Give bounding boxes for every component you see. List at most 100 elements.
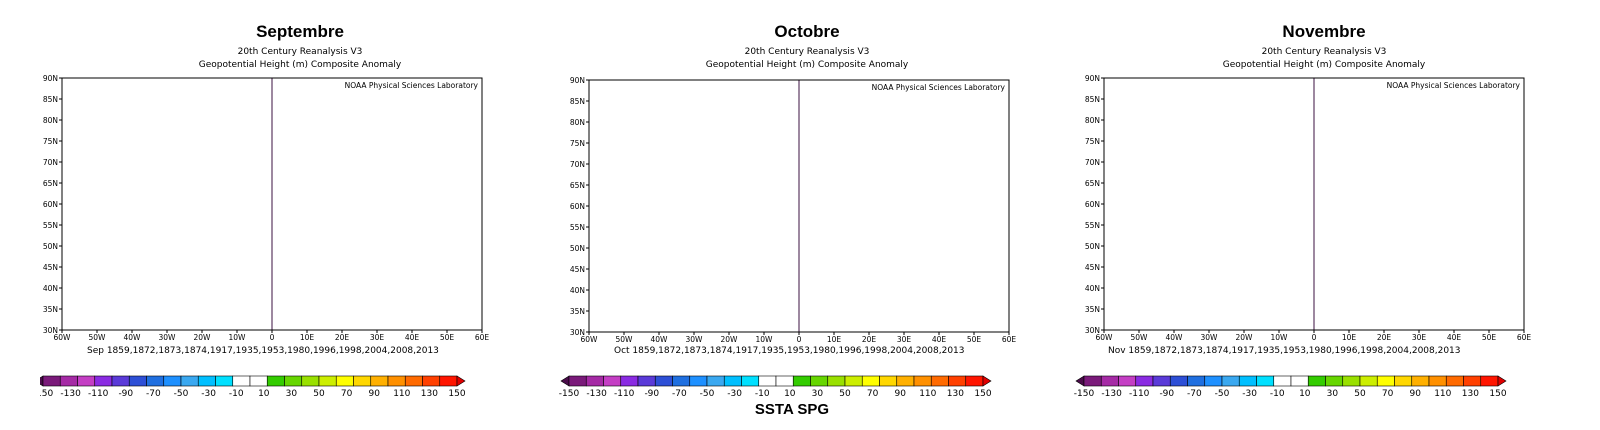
colorbar-swatch: [1169, 375, 1188, 387]
panel-subtitle-variable: Geopotential Height (m) Composite Anomal…: [1222, 60, 1426, 70]
lat-label: 90N: [570, 76, 585, 85]
lat-label: 80N: [570, 118, 585, 127]
lat-label: 35N: [43, 305, 58, 314]
colorbar-swatch: [585, 375, 604, 387]
colorbar-swatch: [948, 375, 967, 387]
lon-label: 20E: [862, 335, 877, 344]
colorbar-swatch: [879, 375, 898, 387]
anomaly-map: NOAA Physical Sciences Laboratory 90N 85N 8…: [1085, 74, 1532, 342]
lon-label: 60E: [475, 333, 490, 342]
colorbar: -150 -130 -110 -90 -70 -50 -30 -10 10 30 50 70 90 110…: [40, 375, 466, 399]
colorbar-tick-label: -90: [1159, 389, 1174, 399]
colorbar-swatch: [370, 375, 389, 387]
lab-label-box: [1358, 79, 1523, 91]
lat-label: 85N: [570, 97, 585, 106]
colorbar-tick-label: -30: [727, 389, 742, 399]
lon-label: 10E: [1342, 333, 1357, 342]
lon-label: 50E: [967, 335, 982, 344]
lon-label: 30E: [897, 335, 912, 344]
colorbar-tick-label: 70: [341, 389, 353, 399]
colorbar-swatch: [689, 375, 708, 387]
lon-label: 60E: [1002, 335, 1017, 344]
colorbar-swatch: [810, 375, 829, 387]
colorbar-swatch: [42, 375, 61, 387]
colorbar-swatch: [1307, 375, 1326, 387]
colorbar-swatch: [1256, 375, 1275, 387]
lat-label: 80N: [43, 116, 58, 125]
lat-label: 90N: [43, 74, 58, 83]
colorbar-swatch: [844, 375, 863, 387]
panel-subtitle-dataset: 20th Century Reanalysis V3: [1261, 47, 1387, 57]
colorbar-tick-label: 50: [1354, 389, 1366, 399]
lon-label: 30W: [1201, 333, 1219, 342]
colorbar-tick-label: 10: [1299, 389, 1311, 399]
colorbar-tick-label: -150: [559, 389, 580, 399]
lab-label-box: [316, 79, 481, 91]
colorbar-swatch: [1376, 375, 1395, 387]
colorbar-swatch: [1083, 375, 1102, 387]
colorbar-tick-label: 90: [368, 389, 380, 399]
colorbar-swatch: [672, 375, 691, 387]
lon-label: 60W: [581, 335, 599, 344]
colorbar-tick-label: -30: [201, 389, 216, 399]
colorbar-swatch: [1463, 375, 1482, 387]
colorbar-swatch: [775, 375, 794, 387]
colorbar-swatch: [301, 375, 320, 387]
lon-label: 50W: [89, 333, 107, 342]
colorbar-high-arrow: [1497, 375, 1507, 387]
lat-label: 55N: [1085, 221, 1100, 230]
lat-label: 30N: [1085, 326, 1100, 335]
lat-label: 70N: [570, 160, 585, 169]
panel-subtitle-variable: Geopotential Height (m) Composite Anomal…: [198, 60, 402, 70]
colorbar-low-arrow: [40, 375, 44, 387]
colorbar-swatch: [654, 375, 673, 387]
colorbar-tick-label: 130: [1462, 389, 1479, 399]
anomaly-map: NOAA Physical Sciences Laboratory 90N 85N 8…: [43, 74, 490, 342]
colorbar: -150 -130 -110 -90 -70 -50 -30 -10 10 30 50 70 90 110…: [559, 375, 992, 399]
colorbar-tick-label: -50: [700, 389, 715, 399]
panel-footer-years: Nov 1859,1872,1873,1874,1917,1935,1953,1…: [1108, 346, 1461, 356]
colorbar-tick-label: 10: [258, 389, 270, 399]
colorbar-tick-label: -90: [118, 389, 133, 399]
colorbar-swatch: [215, 375, 234, 387]
lat-label: 50N: [1085, 242, 1100, 251]
lon-label: 20E: [1377, 333, 1392, 342]
colorbar-swatch: [1325, 375, 1344, 387]
colorbar-tick-label: 90: [1409, 389, 1421, 399]
colorbar-swatch: [197, 375, 216, 387]
colorbar-tick-label: 50: [313, 389, 325, 399]
lon-label: 30W: [686, 335, 704, 344]
colorbar-swatch: [1480, 375, 1499, 387]
panel-title: Octobre: [774, 22, 840, 41]
colorbar-swatch: [249, 375, 268, 387]
colorbar-high-arrow: [456, 375, 466, 387]
colorbar-swatch: [387, 375, 406, 387]
panel-november: Novembre 20th Century Reanalysis V3 Geop…: [1064, 0, 1584, 430]
lat-label: 60N: [43, 200, 58, 209]
lon-label: 20W: [1236, 333, 1254, 342]
lat-label: 70N: [43, 158, 58, 167]
anomaly-map: NOAA Physical Sciences Laboratory 90N 85N 8…: [570, 76, 1017, 344]
colorbar-swatch: [94, 375, 113, 387]
colorbar-swatch: [180, 375, 199, 387]
lat-label: 85N: [43, 95, 58, 104]
lon-label: 20W: [194, 333, 212, 342]
colorbar-tick-label: 50: [839, 389, 851, 399]
lab-label-box: [843, 81, 1008, 93]
colorbar-swatch: [232, 375, 251, 387]
colorbar-swatch: [1411, 375, 1430, 387]
panel-footer-years: Sep 1859,1872,1873,1874,1917,1935,1953,1…: [87, 346, 439, 356]
colorbar-swatch: [1152, 375, 1171, 387]
lat-label: 75N: [43, 137, 58, 146]
lon-label: 40E: [405, 333, 420, 342]
lat-label: 40N: [43, 284, 58, 293]
lon-label: 30E: [1412, 333, 1427, 342]
colorbar-tick-label: -130: [1101, 389, 1122, 399]
lat-label: 45N: [570, 265, 585, 274]
colorbar-tick-label: -130: [586, 389, 607, 399]
lat-label: 65N: [43, 179, 58, 188]
lon-label: 40E: [932, 335, 947, 344]
lon-label: 0: [797, 335, 802, 344]
lon-label: 30E: [370, 333, 385, 342]
colorbar-swatch: [266, 375, 285, 387]
